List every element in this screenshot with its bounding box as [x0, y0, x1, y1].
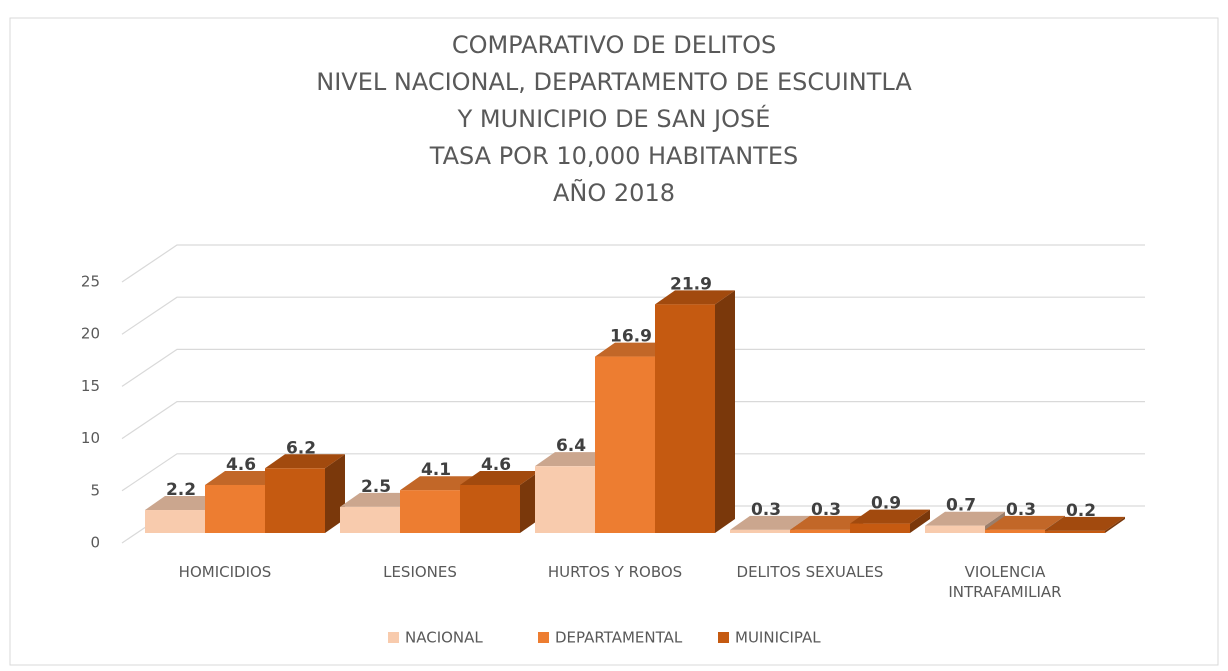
data-label: 16.9 [610, 327, 652, 347]
chart-title: TASA POR 10,000 HABITANTES [429, 142, 798, 170]
bar-side [910, 509, 930, 533]
data-label: 0.3 [751, 500, 781, 520]
chart-border [9, 17, 1219, 666]
bar [145, 510, 205, 533]
data-label: 4.1 [421, 460, 451, 480]
bar [400, 490, 460, 533]
bar-top [730, 515, 810, 530]
y-tick-label: 10 [81, 429, 100, 447]
grid-line [121, 348, 1145, 387]
bar [460, 484, 520, 533]
data-label: 6.2 [286, 438, 316, 458]
bar-side [715, 290, 735, 533]
bar-top [925, 511, 1005, 526]
data-label: 2.5 [361, 477, 391, 497]
data-label: 21.9 [670, 274, 712, 294]
chart-title: NIVEL NACIONAL, DEPARTAMENTO DE ESCUINTL… [316, 68, 912, 96]
bar [1045, 530, 1105, 533]
data-label: 4.6 [481, 455, 511, 475]
grid-line [121, 401, 1145, 440]
data-label: 4.6 [226, 455, 256, 475]
x-tick-label: LESIONES [383, 563, 457, 581]
grid-line [121, 453, 1145, 492]
data-label: 0.3 [811, 500, 841, 520]
bar [790, 529, 850, 533]
bar [595, 356, 655, 533]
data-label: 0.3 [1006, 500, 1036, 520]
grid-line [121, 244, 1145, 283]
x-tick-label: HOMICIDIOS [178, 563, 272, 581]
bar [925, 525, 985, 533]
bar-top [265, 454, 345, 469]
legend-swatch [718, 632, 729, 643]
bar-side [1105, 516, 1125, 533]
y-tick-label: 15 [81, 377, 100, 395]
y-tick-label: 20 [81, 325, 100, 343]
data-label: 6.4 [556, 436, 586, 456]
bar [205, 484, 265, 533]
data-label: 0.2 [1066, 501, 1096, 521]
data-label: 0.7 [946, 496, 976, 516]
grid-line [121, 296, 1145, 335]
bar [850, 523, 910, 533]
x-tick-label: VIOLENCIA INTRAFAMILIAR [948, 563, 1062, 601]
bar-top [460, 470, 540, 485]
bar [730, 529, 790, 533]
y-tick-label: 5 [90, 481, 100, 499]
data-label: 0.9 [871, 494, 901, 514]
x-tick-label: HURTOS Y ROBOS [547, 563, 683, 581]
bar-top [1045, 516, 1125, 531]
legend-label: DEPARTAMENTAL [555, 629, 683, 647]
legend-label: MUINICIPAL [735, 629, 821, 647]
chart-title: Y MUNICIPIO DE SAN JOSÉ [457, 104, 771, 133]
bar [655, 304, 715, 533]
y-tick-label: 0 [90, 534, 100, 552]
chart-title: AÑO 2018 [553, 177, 675, 207]
x-tick-label: DELITOS SEXUALES [736, 563, 884, 581]
bar [265, 468, 325, 533]
legend-label: NACIONAL [405, 629, 483, 647]
bar-top [985, 515, 1065, 530]
bar-top [655, 290, 735, 305]
y-tick-label: 25 [81, 273, 100, 291]
bar [985, 529, 1045, 533]
chart-title: COMPARATIVO DE DELITOS [452, 31, 776, 59]
legend-swatch [388, 632, 399, 643]
bar [340, 506, 400, 533]
data-label: 2.2 [166, 480, 196, 500]
bar-top [850, 509, 930, 524]
bar [535, 466, 595, 533]
legend-swatch [538, 632, 549, 643]
